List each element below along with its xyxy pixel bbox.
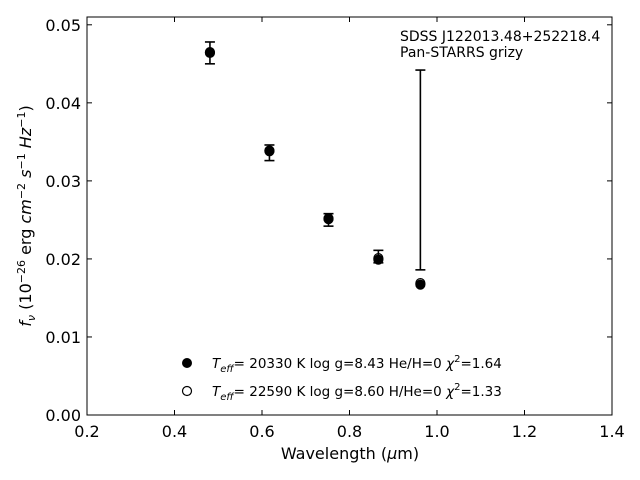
y-tick-label: 0.03 <box>45 172 81 191</box>
x-tick-label: 1.2 <box>512 422 537 441</box>
y-tick-label: 0.05 <box>45 16 81 35</box>
y-tick-label: 0.02 <box>45 250 81 269</box>
x-tick-label: 1.4 <box>599 422 624 441</box>
legend-marker-filled <box>182 358 192 368</box>
y-axis-label: fν (10−26 erg cm−2 s−1 Hz−1) <box>15 105 38 326</box>
y-tick-label: 0.01 <box>45 328 81 347</box>
data-point-open <box>264 145 275 156</box>
data-point-open <box>204 47 216 58</box>
data-point-open <box>415 278 426 289</box>
data-point-open <box>323 213 334 224</box>
legend-marker-open <box>181 385 193 397</box>
x-tick-label: 0.2 <box>74 422 99 441</box>
annotation-object-name: SDSS J122013.48+252218.4 <box>400 29 600 45</box>
legend-entry-1: Teff= 20330 K log g=8.43 He/H=0 χ2=1.64 <box>212 354 502 375</box>
x-tick-label: 0.6 <box>249 422 274 441</box>
x-tick-label: 1.0 <box>424 422 449 441</box>
x-tick-label: 0.4 <box>162 422 187 441</box>
legend-entry-2: Teff= 22590 K log g=8.60 H/He=0 χ2=1.33 <box>212 382 502 403</box>
y-tick-label: 0.00 <box>45 406 81 425</box>
y-tick-label: 0.04 <box>45 94 81 113</box>
x-axis-label: Wavelength (μm) <box>281 444 419 463</box>
data-point-open <box>373 253 384 264</box>
legend: Teff= 20330 K log g=8.43 He/H=0 χ2=1.64 … <box>181 354 502 403</box>
annotation-survey: Pan-STARRS grizy <box>400 45 523 61</box>
x-tick-label: 0.8 <box>337 422 362 441</box>
